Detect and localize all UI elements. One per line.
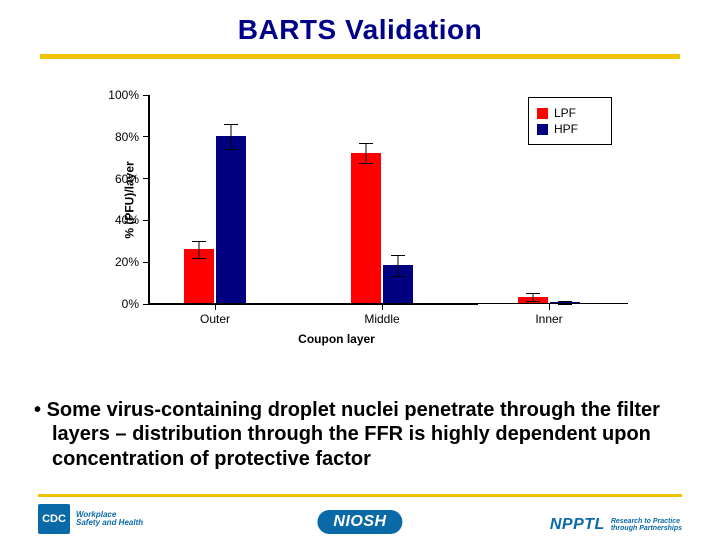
npptl-label: NPPTL	[550, 516, 605, 534]
bar-hpf-outer	[216, 136, 246, 303]
errorbar-cap	[224, 149, 238, 150]
errorbar-cap	[192, 258, 206, 259]
legend-item-hpf: HPF	[537, 122, 603, 136]
x-tick	[215, 304, 216, 310]
errorbar-cap	[359, 143, 373, 144]
errorbar-stem	[231, 124, 232, 149]
errorbar-stem	[398, 256, 399, 277]
footer: CDC Workplace Safety and Health NIOSH NP…	[0, 494, 720, 540]
bullet-item: • Some virus-containing droplet nuclei p…	[34, 398, 684, 471]
errorbar-stem	[366, 143, 367, 164]
plot-area: % (PFU)/layer Coupon layer 0%20%40%60%80…	[148, 95, 478, 305]
errorbar-cap	[391, 276, 405, 277]
x-axis-label: Coupon layer	[298, 332, 375, 346]
x-tick	[549, 304, 550, 310]
slide: BARTS Validation % (PFU)/layer Coupon la…	[0, 0, 720, 540]
bar-lpf-middle	[351, 153, 381, 303]
legend-label: HPF	[554, 122, 578, 136]
y-tick-label: 100%	[108, 88, 139, 102]
npptl-sub-line: through Partnerships	[611, 525, 682, 532]
errorbar-cap	[224, 124, 238, 125]
cdc-subtext: Workplace Safety and Health	[76, 511, 143, 528]
cdc-badge-icon: CDC	[38, 504, 70, 534]
barts-chart: % (PFU)/layer Coupon layer 0%20%40%60%80…	[70, 85, 650, 365]
title-area: BARTS Validation	[0, 0, 720, 59]
errorbar-cap	[192, 241, 206, 242]
y-tick-label: 60%	[115, 172, 139, 186]
y-tick-label: 80%	[115, 130, 139, 144]
y-tick-label: 40%	[115, 213, 139, 227]
errorbar-cap	[526, 293, 540, 294]
bullet-text: Some virus-containing droplet nuclei pen…	[47, 399, 660, 470]
cdc-sub-line: Safety and Health	[76, 519, 143, 527]
npptl-subtext: Research to Practice through Partnership…	[611, 518, 682, 533]
title-underline	[40, 54, 680, 59]
x-tick-label: Middle	[364, 312, 399, 326]
x-tick	[382, 304, 383, 310]
legend-item-lpf: LPF	[537, 106, 603, 120]
y-tick-label: 0%	[122, 297, 139, 311]
legend-swatch-icon	[537, 108, 548, 119]
x-tick-label: Inner	[535, 312, 562, 326]
errorbar-stem	[199, 241, 200, 258]
legend: LPF HPF	[528, 97, 612, 145]
slide-title: BARTS Validation	[0, 14, 720, 46]
npptl-sub-line: Research to Practice	[611, 518, 682, 525]
bullet-list: • Some virus-containing droplet nuclei p…	[34, 398, 684, 471]
x-axis-line	[149, 303, 628, 304]
niosh-badge-icon: NIOSH	[317, 510, 402, 534]
errorbar-cap	[359, 163, 373, 164]
y-tick-label: 20%	[115, 255, 139, 269]
legend-swatch-icon	[537, 124, 548, 135]
legend-label: LPF	[554, 106, 576, 120]
cdc-logo: CDC Workplace Safety and Health	[38, 504, 143, 534]
x-tick-label: Outer	[200, 312, 230, 326]
errorbar-cap	[391, 255, 405, 256]
niosh-logo: NIOSH	[317, 510, 402, 534]
npptl-logo: NPPTL Research to Practice through Partn…	[550, 516, 682, 534]
y-axis-line	[149, 95, 150, 304]
footer-rule	[38, 494, 682, 497]
